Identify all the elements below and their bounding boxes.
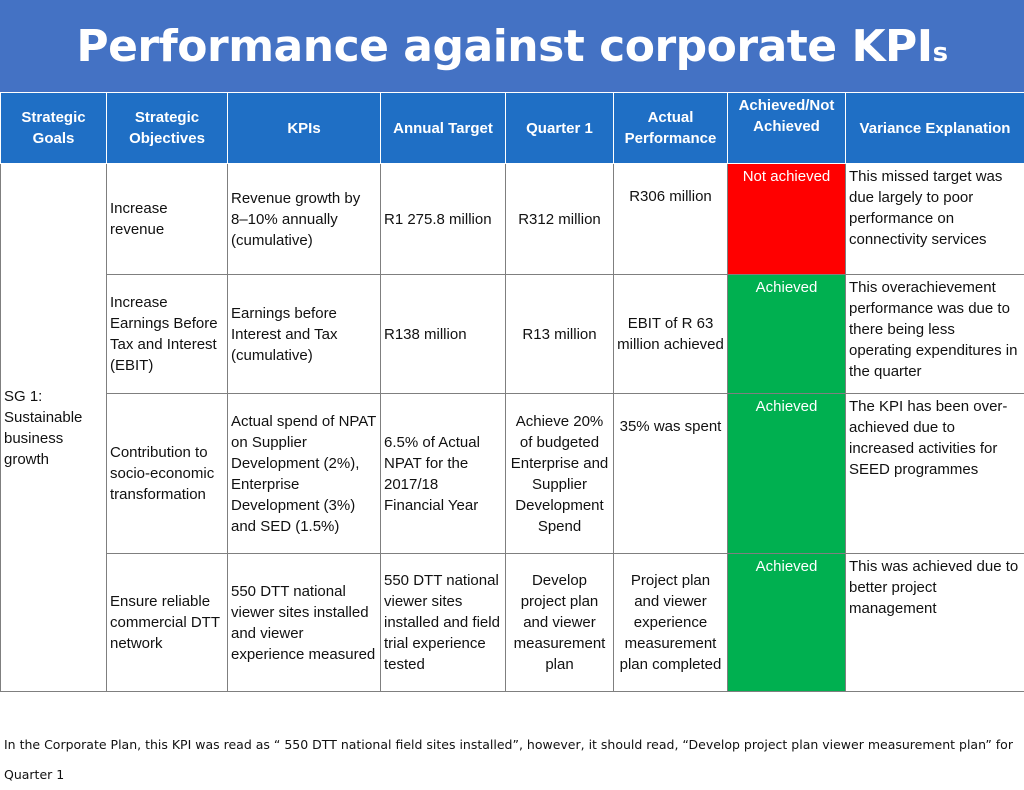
actual-cell: EBIT of R 63 million achieved <box>614 275 728 394</box>
quarter1-cell: R13 million <box>506 275 614 394</box>
variance-cell: The KPI has been over- achieved due to i… <box>846 394 1024 554</box>
kpi-cell: Earnings before Interest and Tax (cumula… <box>228 275 381 394</box>
kpi-cell: 550 DTT national viewer sites installed … <box>228 554 381 692</box>
quarter1-cell: Develop project plan and viewer measurem… <box>506 554 614 692</box>
table-row: Contribution to socio-economic transform… <box>1 394 1024 554</box>
header-quarter-1: Quarter 1 <box>506 93 614 164</box>
kpi-cell: Actual spend of NPAT on Supplier Develop… <box>228 394 381 554</box>
header-annual-target: Annual Target <box>381 93 506 164</box>
objective-cell: Increase Earnings Before Tax and Interes… <box>107 275 228 394</box>
table-row: Increase Earnings Before Tax and Interes… <box>1 275 1024 394</box>
objective-cell: Increase revenue <box>107 164 228 275</box>
page-title-main: Performance against corporate KPI <box>76 21 932 72</box>
header-actual-performance: Actual Performance <box>614 93 728 164</box>
variance-cell: This was achieved due to better project … <box>846 554 1024 692</box>
kpi-cell: Revenue growth by 8–10% annually (cumula… <box>228 164 381 275</box>
status-badge: Achieved <box>728 554 846 692</box>
header-kpis: KPIs <box>228 93 381 164</box>
title-bar: Performance against corporate KPIs <box>0 0 1024 93</box>
strategic-goal-cell: SG 1: Sustainable business growth <box>1 164 107 692</box>
annual-target-cell: R138 million <box>381 275 506 394</box>
status-badge: Achieved <box>728 275 846 394</box>
variance-cell: This overachievement performance was due… <box>846 275 1024 394</box>
annual-target-cell: 550 DTT national viewer sites installed … <box>381 554 506 692</box>
header-strategic-objectives: Strategic Objectives <box>107 93 228 164</box>
quarter1-cell: Achieve 20% of budgeted Enterprise and S… <box>506 394 614 554</box>
quarter1-cell: R312 million <box>506 164 614 275</box>
header-achieved: Achieved/Not Achieved <box>728 93 846 164</box>
kpi-table: Strategic Goals Strategic Objectives KPI… <box>0 92 1024 692</box>
annual-target-cell: 6.5% of Actual NPAT for the 2017/18 Fina… <box>381 394 506 554</box>
page-title-suffix: s <box>933 38 948 68</box>
page-title: Performance against corporate KPIs <box>76 21 947 72</box>
actual-cell: R306 million <box>614 164 728 275</box>
objective-cell: Contribution to socio-economic transform… <box>107 394 228 554</box>
annual-target-cell: R1 275.8 million <box>381 164 506 275</box>
header-variance-explanation: Variance Explanation <box>846 93 1024 164</box>
status-badge: Achieved <box>728 394 846 554</box>
footnote: In the Corporate Plan, this KPI was read… <box>4 730 1014 790</box>
objective-cell: Ensure reliable commercial DTT network <box>107 554 228 692</box>
table-row: Ensure reliable commercial DTT network 5… <box>1 554 1024 692</box>
status-badge: Not achieved <box>728 164 846 275</box>
table-row: SG 1: Sustainable business growth Increa… <box>1 164 1024 275</box>
table-header-row: Strategic Goals Strategic Objectives KPI… <box>1 93 1024 164</box>
actual-cell: 35% was spent <box>614 394 728 554</box>
variance-cell: This missed target was due largely to po… <box>846 164 1024 275</box>
actual-cell: Project plan and viewer experience measu… <box>614 554 728 692</box>
header-strategic-goals: Strategic Goals <box>1 93 107 164</box>
